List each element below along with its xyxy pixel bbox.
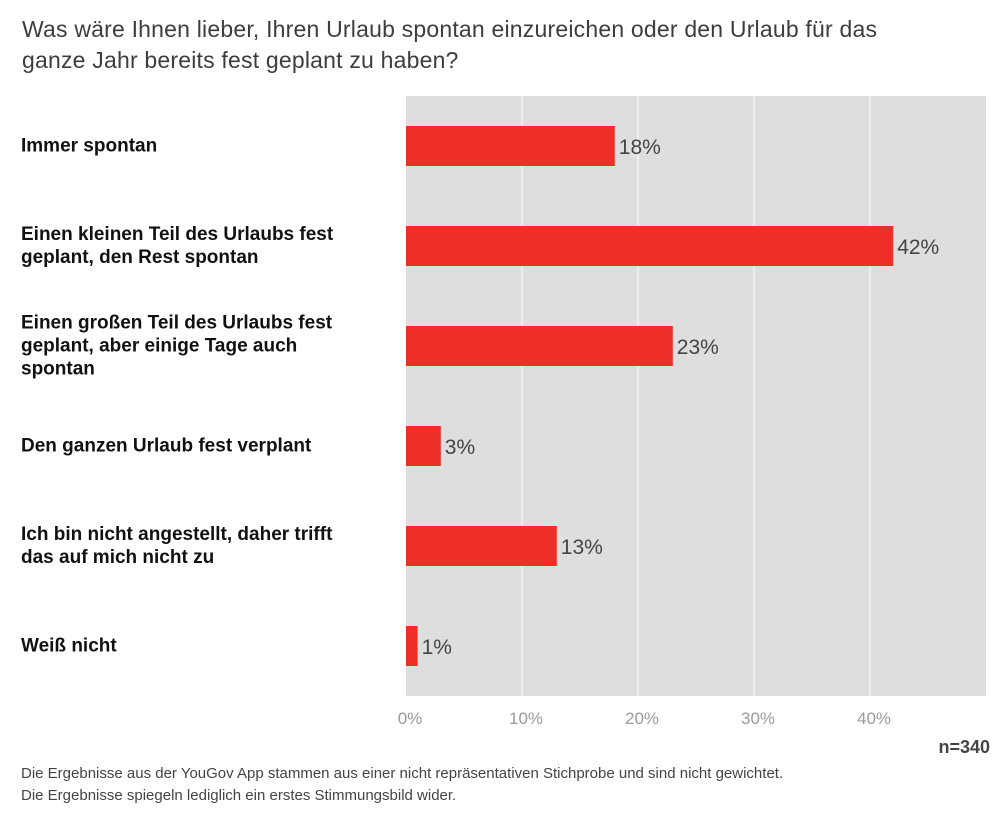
- footnote-1: Die Ergebnisse aus der YouGov App stamme…: [21, 765, 784, 782]
- bar: [406, 226, 894, 266]
- plot-background: [406, 96, 986, 696]
- bar: [406, 126, 615, 166]
- data-label: 3%: [445, 436, 475, 459]
- x-tick-label: 40%: [857, 709, 891, 728]
- footnote-2: Die Ergebnisse spiegeln lediglich ein er…: [21, 787, 457, 804]
- bar: [406, 626, 418, 666]
- x-tick-label: 30%: [741, 709, 775, 728]
- data-label: 23%: [677, 336, 719, 359]
- bar: [406, 526, 557, 566]
- category-label: Ich bin nicht angestellt, daher trifft d…: [21, 524, 333, 568]
- x-tick-label: 20%: [625, 709, 659, 728]
- data-label: 18%: [619, 136, 661, 159]
- category-label: Den ganzen Urlaub fest verplant: [21, 435, 312, 457]
- bar: [406, 426, 441, 466]
- chart-title: Was wäre Ihnen lieber, Ihren Urlaub spon…: [22, 16, 878, 73]
- sample-size: n=340: [938, 737, 990, 757]
- x-tick-label: 10%: [509, 709, 543, 728]
- data-label: 1%: [422, 636, 452, 659]
- x-tick-label: 0%: [398, 709, 423, 728]
- category-label: Immer spontan: [21, 135, 158, 157]
- bar: [406, 326, 673, 366]
- category-label: Weiß nicht: [21, 635, 117, 657]
- category-label: Einen großen Teil des Urlaubs fest gepla…: [21, 312, 333, 380]
- category-label: Einen kleinen Teil des Urlaubs fest gepl…: [21, 224, 334, 268]
- data-label: 13%: [561, 536, 603, 559]
- data-label: 42%: [897, 236, 939, 259]
